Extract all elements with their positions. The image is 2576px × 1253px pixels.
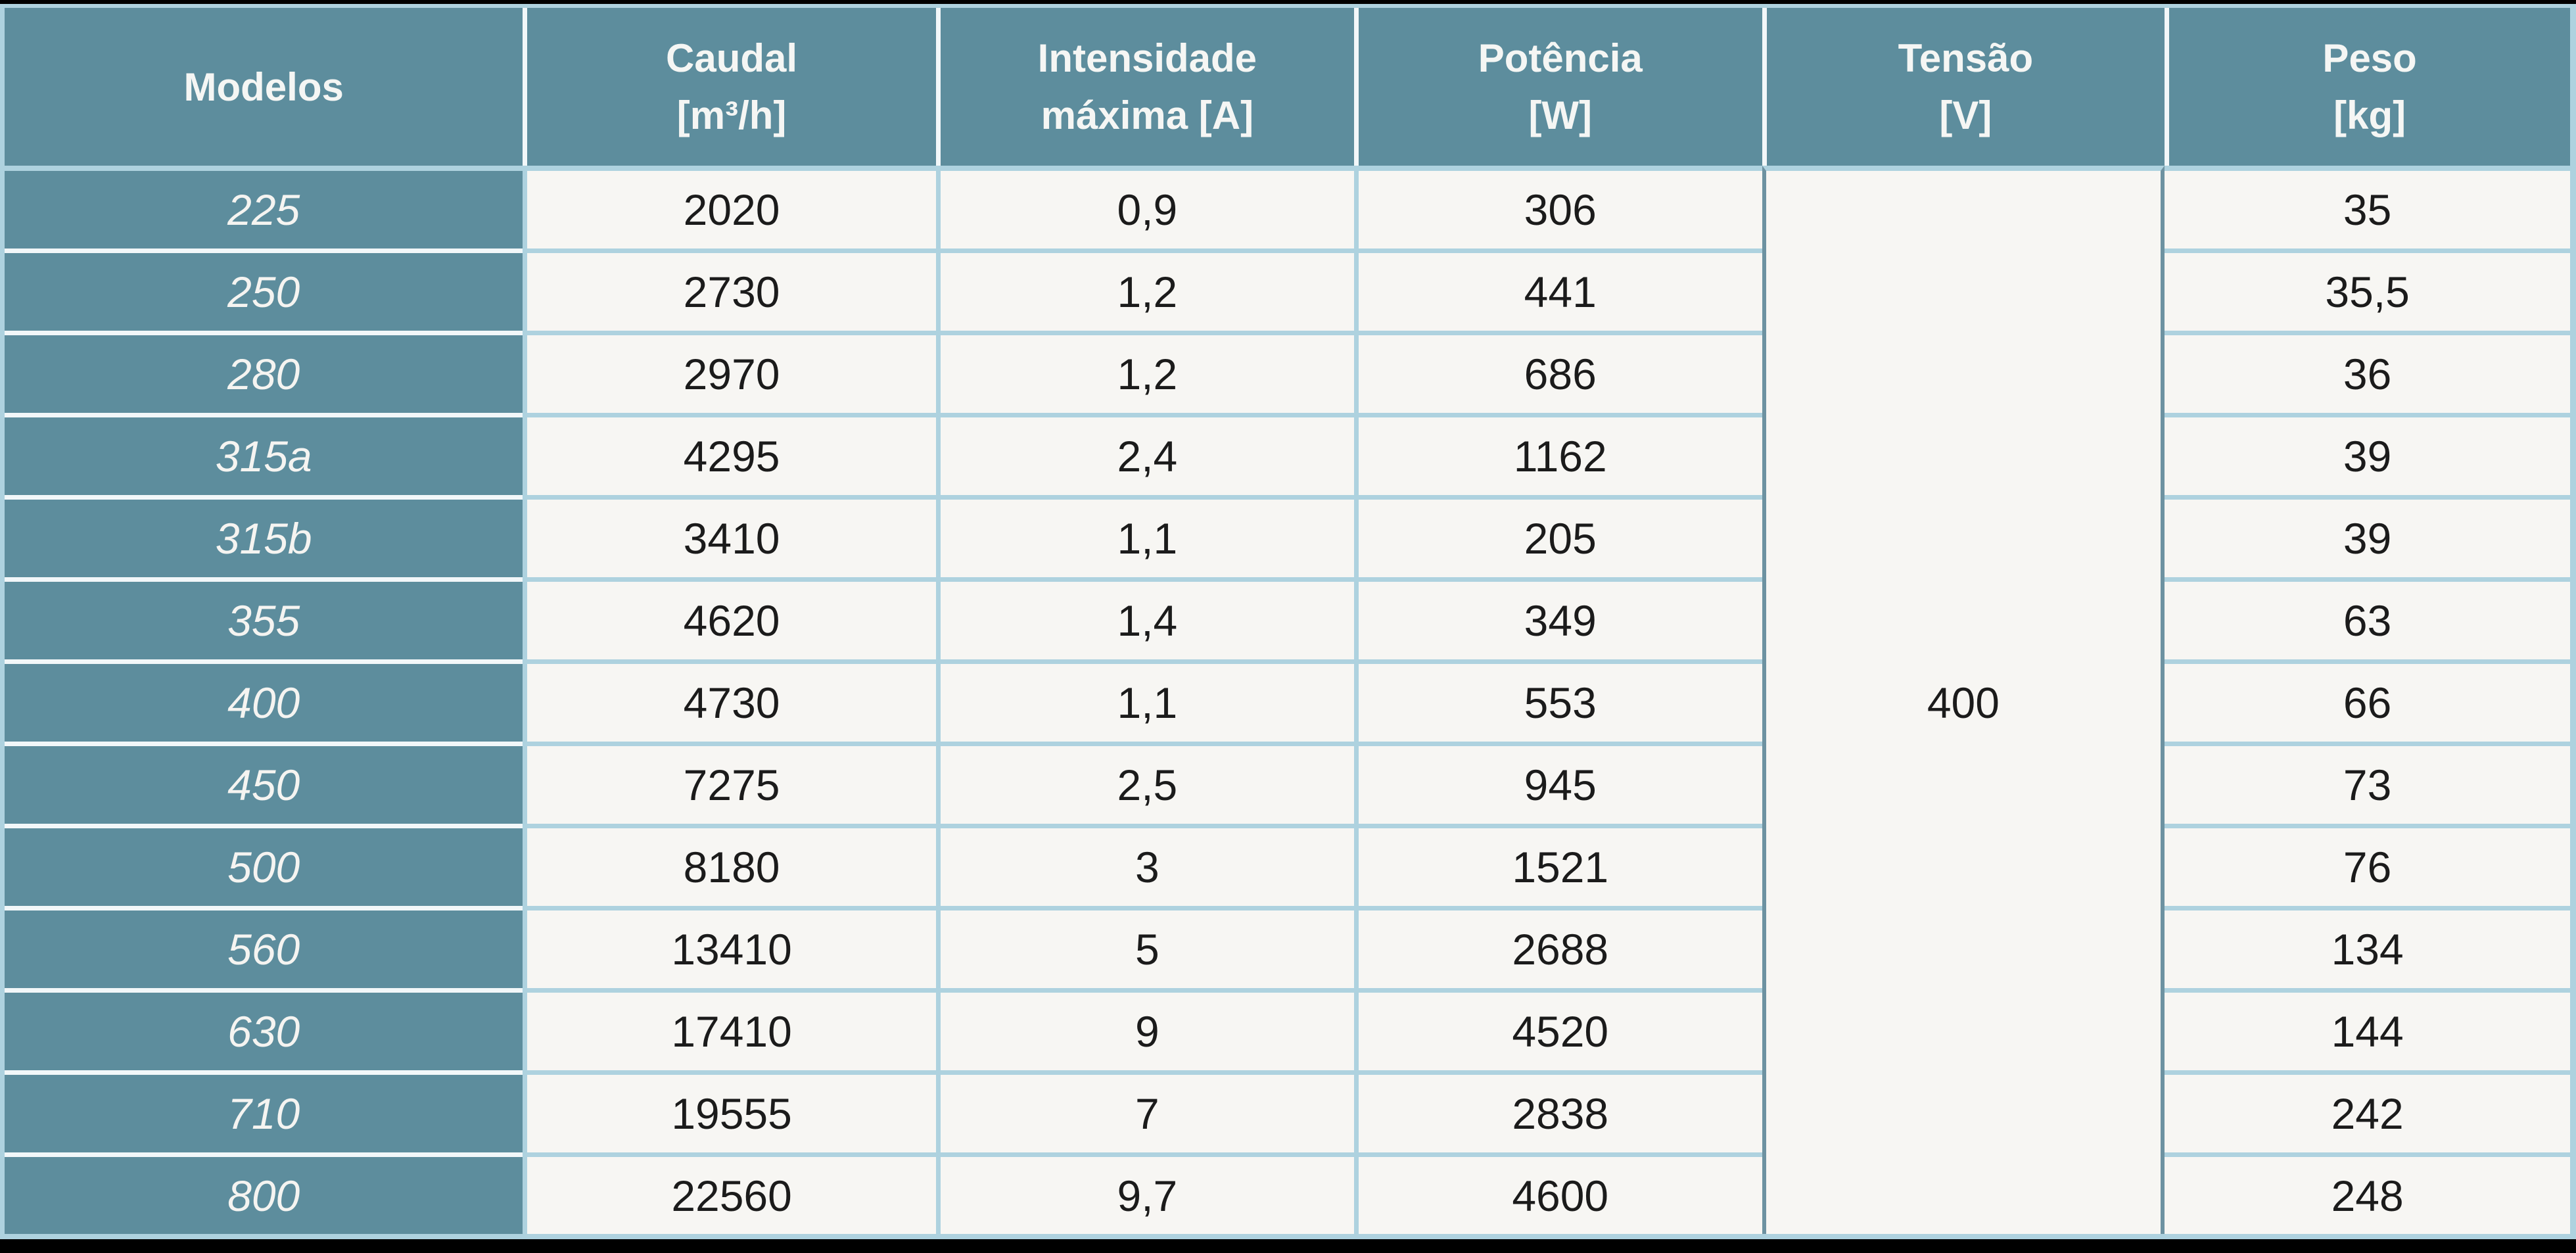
header-modelos: Modelos <box>5 8 523 166</box>
caudal-cell: 4730 <box>523 659 936 742</box>
potencia-cell: 441 <box>1353 248 1762 331</box>
table-row: 710 19555 7 2838 242 <box>5 1070 2570 1152</box>
intensidade-cell: 9 <box>935 988 1354 1070</box>
top-black-bar <box>0 0 2576 4</box>
peso-cell: 36 <box>2165 331 2570 413</box>
peso-cell: 39 <box>2165 413 2570 495</box>
header-intensidade: Intensidade máxima [A] <box>935 8 1354 166</box>
table-row: 315b 3410 1,1 205 39 <box>5 495 2570 577</box>
peso-cell: 66 <box>2165 659 2570 742</box>
header-potencia: Potência [W] <box>1353 8 1762 166</box>
caudal-cell: 3410 <box>523 495 936 577</box>
intensidade-cell: 2,5 <box>935 742 1354 824</box>
caudal-cell: 4620 <box>523 577 936 659</box>
potencia-cell: 2838 <box>1353 1070 1762 1152</box>
table-row: 450 7275 2,5 945 73 <box>5 742 2570 824</box>
model-cell: 355 <box>5 577 523 659</box>
intensidade-cell: 9,7 <box>935 1152 1354 1234</box>
table-frame: Modelos Caudal [m³/h] Intensidade máxima… <box>0 4 2576 1239</box>
table-row: 800 22560 9,7 4600 248 <box>5 1152 2570 1234</box>
intensidade-cell: 0,9 <box>935 166 1354 248</box>
model-cell: 315b <box>5 495 523 577</box>
model-cell: 250 <box>5 248 523 331</box>
peso-cell: 144 <box>2165 988 2570 1070</box>
potencia-cell: 1162 <box>1353 413 1762 495</box>
caudal-cell: 19555 <box>523 1070 936 1152</box>
peso-cell: 248 <box>2165 1152 2570 1234</box>
table-row: 280 2970 1,2 686 36 <box>5 331 2570 413</box>
model-cell: 800 <box>5 1152 523 1234</box>
table-row: 250 2730 1,2 441 35,5 <box>5 248 2570 331</box>
table-row: 630 17410 9 4520 144 <box>5 988 2570 1070</box>
header-peso: Peso [kg] <box>2165 8 2570 166</box>
model-cell: 225 <box>5 166 523 248</box>
potencia-cell: 205 <box>1353 495 1762 577</box>
spec-table: Modelos Caudal [m³/h] Intensidade máxima… <box>5 8 2570 1234</box>
peso-cell: 242 <box>2165 1070 2570 1152</box>
potencia-cell: 2688 <box>1353 906 1762 988</box>
peso-cell: 134 <box>2165 906 2570 988</box>
intensidade-cell: 1,1 <box>935 659 1354 742</box>
caudal-cell: 8180 <box>523 824 936 906</box>
caudal-cell: 2970 <box>523 331 936 413</box>
model-cell: 560 <box>5 906 523 988</box>
table-row: 500 8180 3 1521 76 <box>5 824 2570 906</box>
model-cell: 500 <box>5 824 523 906</box>
table-row: 400 4730 1,1 553 66 <box>5 659 2570 742</box>
intensidade-cell: 3 <box>935 824 1354 906</box>
table-row: 315a 4295 2,4 1162 39 <box>5 413 2570 495</box>
peso-cell: 63 <box>2165 577 2570 659</box>
header-tensao: Tensão [V] <box>1762 8 2165 166</box>
potencia-cell: 686 <box>1353 331 1762 413</box>
intensidade-cell: 2,4 <box>935 413 1354 495</box>
caudal-cell: 13410 <box>523 906 936 988</box>
potencia-cell: 945 <box>1353 742 1762 824</box>
intensidade-cell: 5 <box>935 906 1354 988</box>
intensidade-cell: 7 <box>935 1070 1354 1152</box>
peso-cell: 76 <box>2165 824 2570 906</box>
intensidade-cell: 1,2 <box>935 331 1354 413</box>
model-cell: 710 <box>5 1070 523 1152</box>
caudal-cell: 7275 <box>523 742 936 824</box>
caudal-cell: 22560 <box>523 1152 936 1234</box>
model-cell: 280 <box>5 331 523 413</box>
bottom-black-bar <box>0 1239 2576 1253</box>
caudal-cell: 17410 <box>523 988 936 1070</box>
model-cell: 450 <box>5 742 523 824</box>
model-cell: 400 <box>5 659 523 742</box>
peso-cell: 35 <box>2165 166 2570 248</box>
header-row: Modelos Caudal [m³/h] Intensidade máxima… <box>5 8 2570 166</box>
table-body: 225 2020 0,9 306 400 35 250 2730 1,2 441 35,5 280 29… <box>5 166 2570 1234</box>
tensao-merged-cell: 400 <box>1762 166 2165 1234</box>
potencia-cell: 4520 <box>1353 988 1762 1070</box>
intensidade-cell: 1,1 <box>935 495 1354 577</box>
potencia-cell: 349 <box>1353 577 1762 659</box>
table-row: 225 2020 0,9 306 400 35 <box>5 166 2570 1234</box>
peso-cell: 73 <box>2165 742 2570 824</box>
table-row: 560 13410 5 2688 134 <box>5 906 2570 988</box>
caudal-cell: 2020 <box>523 166 936 248</box>
model-cell: 630 <box>5 988 523 1070</box>
caudal-cell: 2730 <box>523 248 936 331</box>
peso-cell: 35,5 <box>2165 248 2570 331</box>
potencia-cell: 1521 <box>1353 824 1762 906</box>
potencia-cell: 306 <box>1353 166 1762 248</box>
peso-cell: 39 <box>2165 495 2570 577</box>
table-header: Modelos Caudal [m³/h] Intensidade máxima… <box>5 8 2570 166</box>
model-cell: 315a <box>5 413 523 495</box>
intensidade-cell: 1,4 <box>935 577 1354 659</box>
header-caudal: Caudal [m³/h] <box>523 8 936 166</box>
table-row: 355 4620 1,4 349 63 <box>5 577 2570 659</box>
potencia-cell: 553 <box>1353 659 1762 742</box>
potencia-cell: 4600 <box>1353 1152 1762 1234</box>
caudal-cell: 4295 <box>523 413 936 495</box>
intensidade-cell: 1,2 <box>935 248 1354 331</box>
